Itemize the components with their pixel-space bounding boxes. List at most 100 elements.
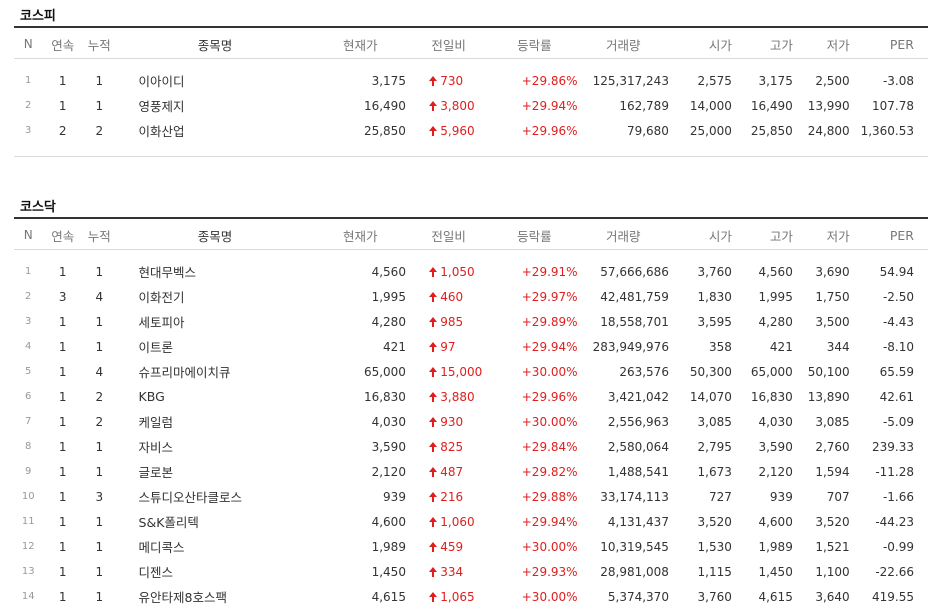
row-high: 4,030 (732, 409, 793, 434)
row-cumulative: 1 (83, 559, 115, 584)
stock-name-link[interactable]: 자비스 (116, 434, 315, 459)
row-open: 3,520 (669, 509, 732, 534)
change-wrapper: 487 (433, 465, 491, 479)
stock-name-link[interactable]: 유안타제8호스팩 (116, 584, 315, 609)
col-rate: 등락률 (491, 28, 577, 60)
row-number: 5 (14, 359, 42, 384)
row-cumulative: 1 (83, 434, 115, 459)
row-high: 25,850 (732, 118, 793, 143)
row-volume: 5,374,370 (578, 584, 669, 609)
row-change-cell: 334 (406, 559, 491, 584)
kosdaq-header-row: N 연속 누적 종목명 현재가 전일비 등락률 거래량 시가 고가 저가 PER (14, 219, 928, 251)
kospi-header-row: N 연속 누적 종목명 현재가 전일비 등락률 거래량 시가 고가 저가 PER (14, 28, 928, 60)
row-rate: +30.00% (491, 584, 577, 609)
stock-name-link[interactable]: S&K폴리텍 (116, 509, 315, 534)
stock-name-link[interactable]: 현대무벡스 (116, 259, 315, 284)
row-open: 14,070 (669, 384, 732, 409)
row-price: 4,600 (315, 509, 406, 534)
row-consecutive: 1 (42, 68, 83, 93)
row-change-cell: 15,000 (406, 359, 491, 384)
stock-name-link[interactable]: 케일럼 (116, 409, 315, 434)
row-per: 1,360.53 (850, 118, 928, 143)
row-open: 50,300 (669, 359, 732, 384)
row-price: 25,850 (315, 118, 406, 143)
row-number: 9 (14, 459, 42, 484)
table-row: 12 1 1 메디콕스 1,989 459 +30.00% 10,319,545 1,530 1,… (14, 534, 928, 559)
stock-name-link[interactable]: 슈프리마에이치큐 (116, 359, 315, 384)
table-row: 6 1 2 KBG 16,830 3,880 +29.96% 3,421,042 14,070 1… (14, 384, 928, 409)
row-price: 4,280 (315, 309, 406, 334)
row-low: 3,520 (793, 509, 850, 534)
col-low: 저가 (793, 28, 850, 60)
row-number: 3 (14, 309, 42, 334)
row-open: 2,795 (669, 434, 732, 459)
table-row: 13 1 1 디젠스 1,450 334 +29.93% 28,981,008 1,115 1,4… (14, 559, 928, 584)
stock-name-link[interactable]: KBG (116, 384, 315, 409)
row-low: 1,100 (793, 559, 850, 584)
stock-name-link[interactable]: 스튜디오산타클로스 (116, 484, 315, 509)
stock-name-link[interactable]: 이화산업 (116, 118, 315, 143)
change-wrapper: 3,800 (433, 99, 491, 113)
row-price: 2,120 (315, 459, 406, 484)
row-consecutive: 1 (42, 309, 83, 334)
row-number: 2 (14, 284, 42, 309)
change-wrapper: 5,960 (433, 124, 491, 138)
row-high: 1,450 (732, 559, 793, 584)
row-consecutive: 1 (42, 559, 83, 584)
row-price: 4,560 (315, 259, 406, 284)
row-change-cell: 825 (406, 434, 491, 459)
table-row: 7 1 2 케일럼 4,030 930 +30.00% 2,556,963 3,085 4,030… (14, 409, 928, 434)
row-change: 487 (440, 465, 463, 479)
stock-name-link[interactable]: 메디콕스 (116, 534, 315, 559)
row-cumulative: 1 (83, 259, 115, 284)
col-per: PER (850, 219, 928, 251)
row-change: 334 (440, 565, 463, 579)
stock-name-link[interactable]: 글로본 (116, 459, 315, 484)
row-per: -44.23 (850, 509, 928, 534)
row-number: 7 (14, 409, 42, 434)
row-change: 3,800 (440, 99, 474, 113)
row-rate: +29.97% (491, 284, 577, 309)
table-row: 3 2 2 이화산업 25,850 5,960 +29.96% 79,680 25,000 25,… (14, 118, 928, 143)
row-rate: +29.86% (491, 68, 577, 93)
row-low: 2,760 (793, 434, 850, 459)
stock-name-link[interactable]: 세토피아 (116, 309, 315, 334)
row-volume: 10,319,545 (578, 534, 669, 559)
table-row: 9 1 1 글로본 2,120 487 +29.82% 1,488,541 1,673 2,120… (14, 459, 928, 484)
row-high: 421 (732, 334, 793, 359)
stock-name-link[interactable]: 이아이디 (116, 68, 315, 93)
row-cumulative: 1 (83, 68, 115, 93)
kospi-section-title: 코스피 (20, 5, 56, 24)
change-wrapper: 930 (433, 415, 491, 429)
kospi-table: N 연속 누적 종목명 현재가 전일비 등락률 거래량 시가 고가 저가 PER… (14, 28, 928, 143)
table-row: 1 1 1 현대무벡스 4,560 1,050 +29.91% 57,666,686 3,760… (14, 259, 928, 284)
change-wrapper: 97 (433, 340, 491, 354)
row-number: 3 (14, 118, 42, 143)
stock-name-link[interactable]: 영풍제지 (116, 93, 315, 118)
row-number: 4 (14, 334, 42, 359)
row-rate: +29.93% (491, 559, 577, 584)
row-open: 358 (669, 334, 732, 359)
change-wrapper: 334 (433, 565, 491, 579)
row-open: 25,000 (669, 118, 732, 143)
row-per: 54.94 (850, 259, 928, 284)
col-open: 시가 (669, 28, 732, 60)
table-row: 11 1 1 S&K폴리텍 4,600 1,060 +29.94% 4,131,437 3,52… (14, 509, 928, 534)
row-change: 97 (440, 340, 455, 354)
row-cumulative: 1 (83, 509, 115, 534)
stock-name-link[interactable]: 디젠스 (116, 559, 315, 584)
row-per: -2.50 (850, 284, 928, 309)
row-cumulative: 1 (83, 309, 115, 334)
col-n: N (14, 219, 42, 251)
change-wrapper: 460 (433, 290, 491, 304)
row-price: 939 (315, 484, 406, 509)
row-price: 1,995 (315, 284, 406, 309)
row-low: 3,085 (793, 409, 850, 434)
row-cumulative: 1 (83, 534, 115, 559)
row-low: 3,640 (793, 584, 850, 609)
stock-name-link[interactable]: 이트론 (116, 334, 315, 359)
row-change: 5,960 (440, 124, 474, 138)
row-change: 930 (440, 415, 463, 429)
row-high: 3,590 (732, 434, 793, 459)
stock-name-link[interactable]: 이화전기 (116, 284, 315, 309)
